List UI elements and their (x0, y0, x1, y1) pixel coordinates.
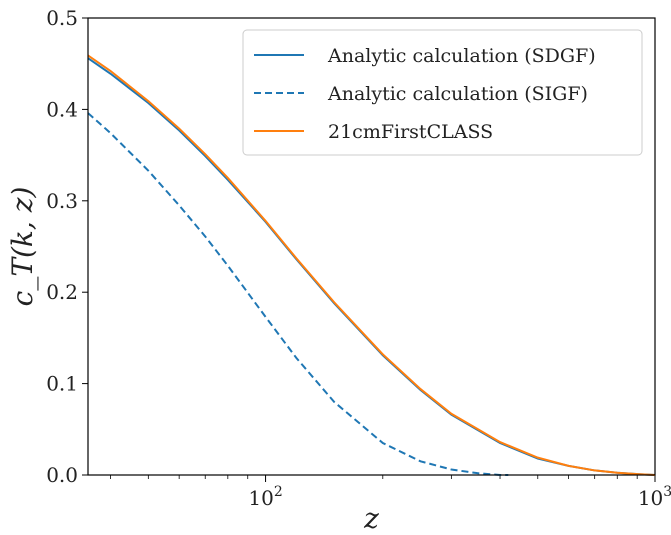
x-tick-base: 10 (638, 486, 663, 510)
y-tick-label: 0.3 (46, 189, 78, 213)
y-tick-label: 0.0 (46, 463, 78, 487)
series-line (87, 112, 509, 476)
x-tick-label: 103 (638, 484, 671, 510)
plot-area (87, 54, 656, 476)
legend-label: Analytic calculation (SDGF) (327, 45, 596, 67)
plot-frame (87, 17, 656, 476)
series-line (87, 54, 656, 476)
x-tick-base: 10 (248, 486, 273, 510)
y-tick-label: 0.1 (46, 372, 78, 396)
x-tick-exponent: 3 (663, 484, 671, 500)
y-tick-label: 0.5 (46, 6, 78, 30)
x-axis-label: z (363, 502, 379, 535)
legend-label: Analytic calculation (SIGF) (327, 83, 588, 105)
legend-box (242, 29, 643, 156)
legend: Analytic calculation (SDGF) Analytic calc… (242, 29, 643, 156)
x-tick-exponent: 2 (274, 484, 283, 500)
y-tick-label: 0.2 (46, 280, 78, 304)
x-tick-label: 102 (248, 484, 282, 510)
legend-label: 21cmFirstCLASS (328, 121, 493, 143)
y-axis-label: c_T(k, z) (6, 187, 39, 307)
y-tick-label: 0.4 (46, 97, 78, 121)
